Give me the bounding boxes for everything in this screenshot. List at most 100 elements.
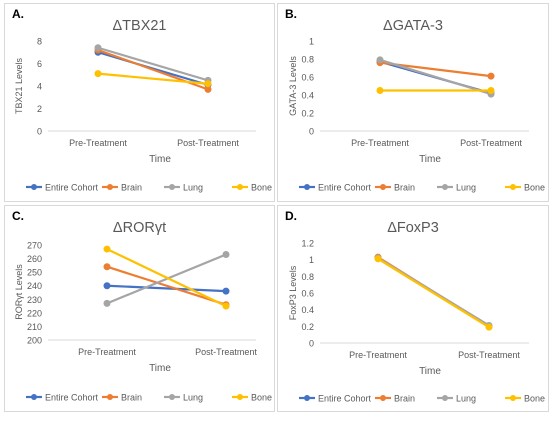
legend-label: Brain — [394, 183, 415, 193]
legend-swatch-marker — [304, 395, 310, 401]
x-axis-title: Time — [419, 154, 441, 165]
data-point — [204, 80, 212, 88]
legend-label: Entire Cohort — [318, 183, 372, 193]
x-axis-title: Time — [149, 154, 171, 165]
data-point — [487, 87, 495, 94]
legend-swatch-marker — [31, 184, 37, 190]
series-bone — [103, 245, 230, 310]
y-tick-label: 200 — [27, 336, 42, 346]
x-tick-label: Pre-Treatment — [349, 350, 407, 360]
legend-swatch-marker — [510, 184, 516, 190]
legend-label: Entire Cohort — [45, 183, 99, 193]
y-tick-label: 0.4 — [301, 91, 314, 101]
chart-title: ΔRORγt — [113, 220, 166, 236]
legend-item: Lung — [437, 183, 476, 193]
panel-border — [277, 3, 549, 202]
x-tick-label: Post-Treatment — [460, 138, 522, 148]
chart-title: ΔFoxP3 — [387, 220, 439, 236]
legend-label: Bone — [524, 394, 545, 404]
y-tick-label: 0.4 — [301, 305, 314, 315]
data-point — [103, 282, 111, 290]
y-tick-label: 0.2 — [301, 109, 314, 119]
legend-label: Brain — [121, 183, 142, 193]
y-axis-title: FoxP3 Levels — [288, 265, 298, 320]
y-axis-title: TBX21 Levels — [14, 57, 24, 114]
y-tick-label: 260 — [27, 254, 42, 264]
y-tick-label: 2 — [37, 104, 42, 114]
data-point — [485, 323, 493, 331]
series-line — [106, 265, 227, 306]
x-tick-label: Post-Treatment — [195, 347, 257, 357]
legend-item: Lung — [164, 393, 203, 403]
legend-label: Lung — [183, 183, 203, 193]
series-bone — [374, 255, 493, 331]
legend-item: Entire Cohort — [26, 183, 99, 193]
x-tick-label: Post-Treatment — [458, 350, 520, 360]
legend-swatch-marker — [237, 184, 243, 190]
panel-label: D. — [285, 209, 297, 223]
x-tick-label: Pre-Treatment — [78, 347, 136, 357]
legend-swatch-marker — [169, 184, 175, 190]
y-tick-label: 0 — [37, 127, 42, 137]
data-point — [222, 251, 230, 258]
legend-swatch-marker — [304, 184, 310, 190]
y-tick-label: 0 — [309, 339, 314, 349]
panel-label: A. — [12, 7, 24, 21]
y-tick-label: 220 — [27, 308, 42, 318]
chart-panel-1: A. ΔTBX21 0 2 4 6 8 Pre-Treatment Post-Treatment… — [4, 3, 275, 202]
chart-title: ΔGATA-3 — [383, 18, 443, 34]
legend-item: Brain — [102, 393, 142, 403]
series-line — [377, 257, 490, 329]
legend-label: Bone — [524, 183, 545, 193]
legend: Entire Cohort Brain Lung Bone — [26, 393, 272, 403]
series-line — [97, 46, 209, 82]
series-entire-cohort — [103, 282, 230, 295]
legend: Entire Cohort Brain Lung Bone — [299, 183, 545, 193]
legend: Entire Cohort Brain Lung Bone — [299, 394, 545, 404]
y-tick-label: 210 — [27, 322, 42, 332]
legend-item: Brain — [375, 183, 415, 193]
data-point — [103, 245, 111, 253]
y-tick-label: 0.8 — [301, 55, 314, 65]
y-tick-label: 230 — [27, 295, 42, 305]
legend-label: Bone — [251, 183, 272, 193]
x-axis-title: Time — [149, 363, 171, 374]
data-point — [376, 56, 384, 64]
legend-swatch-marker — [510, 395, 516, 401]
series-line — [106, 284, 227, 293]
chart-panel-3: C. ΔRORγt 200 210 220 230 240 250 260 270 Pre-Trea… — [4, 205, 275, 412]
x-axis-title: Time — [419, 366, 441, 377]
panel-border — [277, 205, 549, 412]
x-tick-label: Post-Treatment — [177, 138, 239, 148]
data-point — [94, 44, 102, 52]
legend-swatch-marker — [442, 395, 448, 401]
panel-border — [4, 3, 275, 202]
panel-label: B. — [285, 7, 297, 21]
y-axis-title: RORγt Levels — [14, 264, 24, 320]
series-bone — [94, 70, 212, 88]
legend-label: Entire Cohort — [45, 393, 99, 403]
legend-label: Lung — [456, 394, 476, 404]
y-tick-label: 4 — [37, 82, 42, 92]
y-tick-label: 8 — [37, 37, 42, 47]
legend-label: Brain — [394, 394, 415, 404]
y-tick-label: 0.8 — [301, 272, 314, 282]
panel-label: C. — [12, 209, 24, 223]
x-tick-label: Pre-Treatment — [69, 138, 127, 148]
legend-swatch-marker — [442, 184, 448, 190]
data-point — [103, 263, 111, 271]
series-line — [379, 58, 492, 96]
legend-label: Lung — [183, 393, 203, 403]
legend: Entire Cohort Brain Lung Bone — [26, 183, 272, 193]
y-tick-label: 240 — [27, 281, 42, 291]
y-tick-label: 0.6 — [301, 289, 314, 299]
legend-item: Entire Cohort — [299, 183, 372, 193]
y-axis-title: GATA-3 Levels — [288, 56, 298, 116]
legend-swatch-marker — [31, 394, 37, 400]
y-tick-label: 6 — [37, 59, 42, 69]
legend-item: Lung — [437, 394, 476, 404]
data-point — [222, 302, 230, 310]
data-point — [487, 72, 495, 80]
legend-swatch-marker — [107, 184, 113, 190]
